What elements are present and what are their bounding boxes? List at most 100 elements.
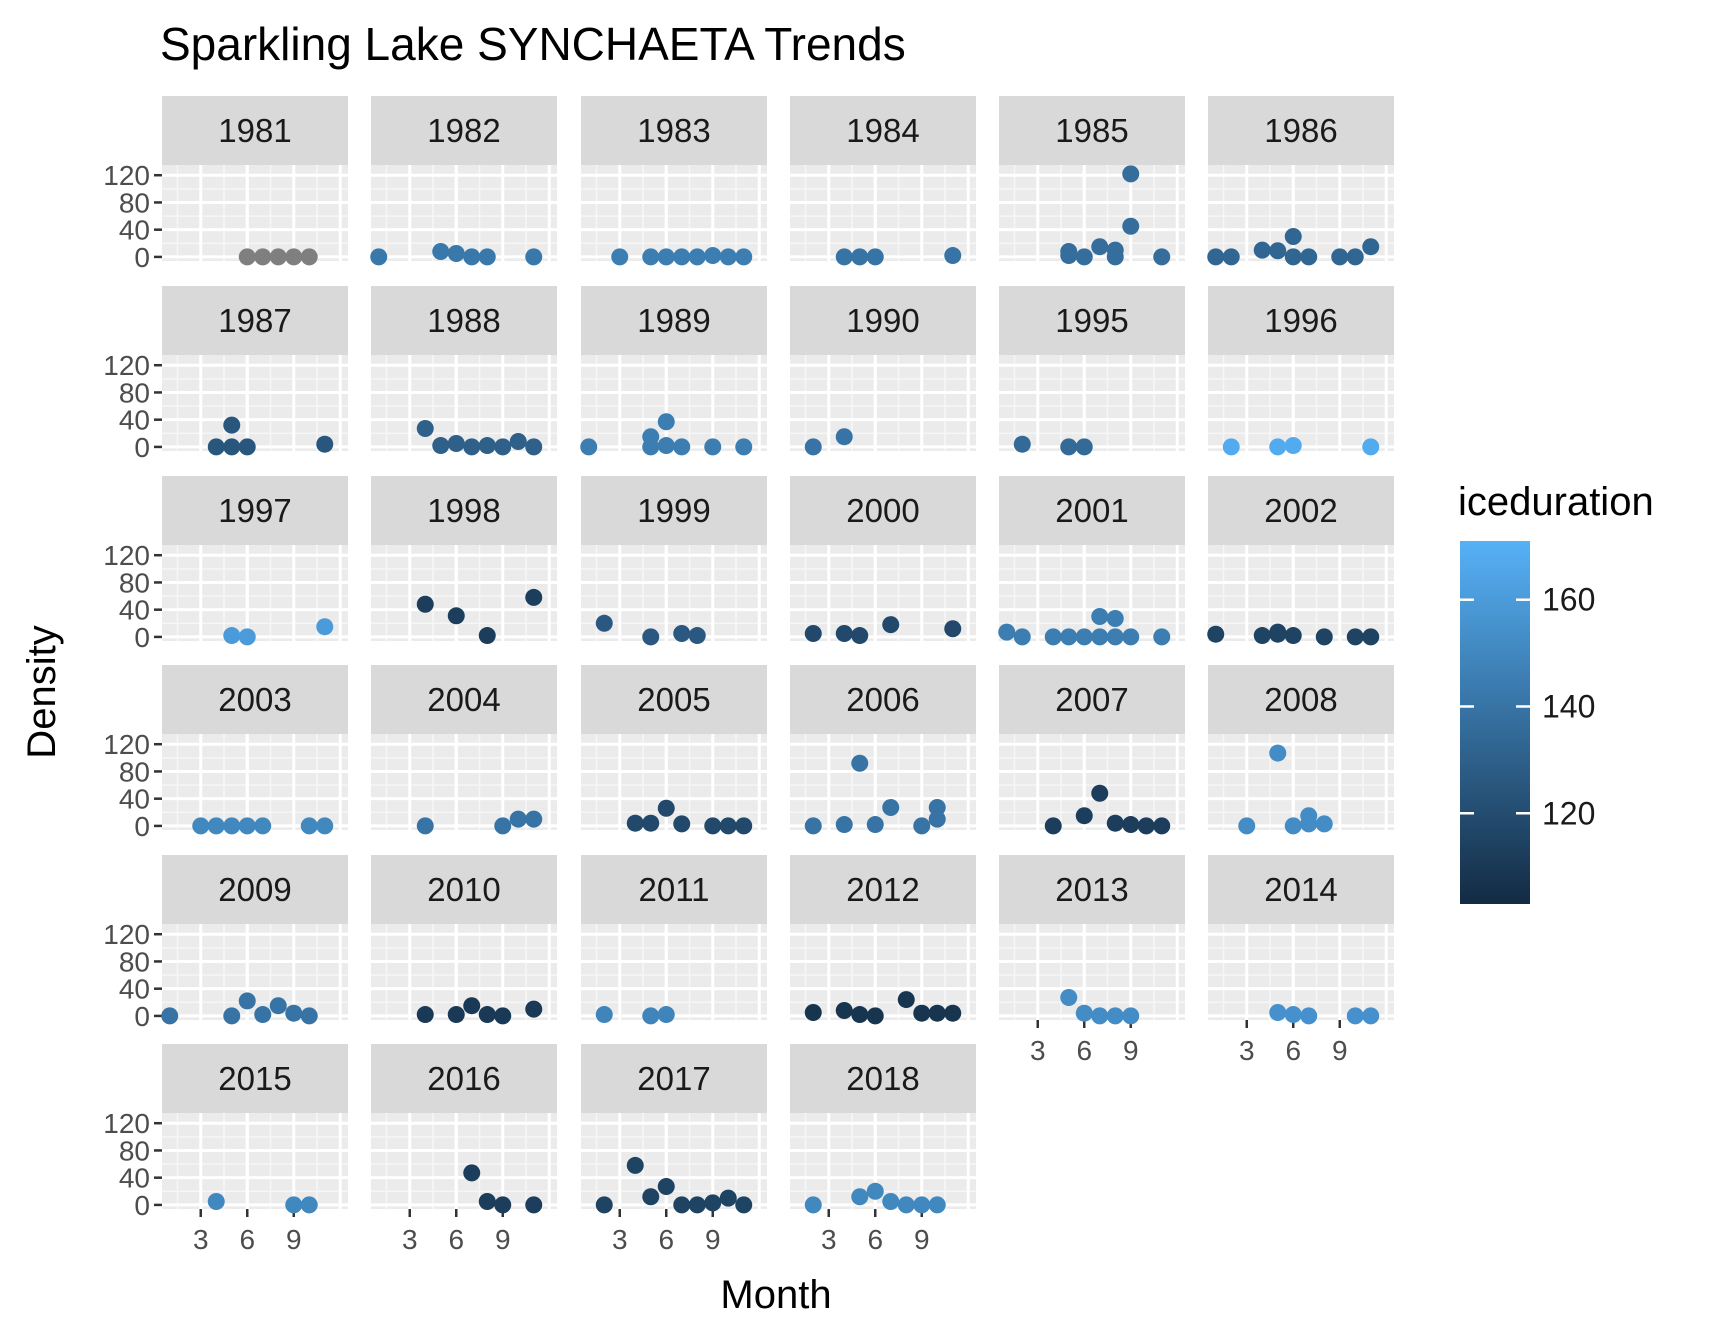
data-points	[595, 614, 706, 646]
panel-background	[790, 355, 976, 451]
data-point	[254, 248, 272, 266]
data-point	[463, 438, 481, 456]
data-point	[1284, 817, 1302, 835]
panel-grid	[780, 1113, 976, 1209]
data-point	[719, 817, 737, 835]
panel-background	[790, 165, 976, 261]
data-point	[835, 816, 853, 834]
data-points	[416, 997, 543, 1025]
panel-grid	[571, 545, 767, 641]
data-point	[285, 1196, 303, 1214]
data-point	[1106, 628, 1124, 646]
data-point	[998, 623, 1016, 641]
data-points	[207, 416, 334, 456]
data-point	[1300, 248, 1318, 266]
x-tick-label: 6	[1285, 1035, 1301, 1066]
data-point	[432, 242, 450, 260]
data-point	[223, 817, 241, 835]
panel-grid	[361, 1113, 557, 1209]
data-point	[1091, 628, 1109, 646]
panel-background	[581, 734, 767, 830]
data-point	[1346, 628, 1364, 646]
facet-strip	[581, 476, 767, 545]
data-point	[642, 1188, 660, 1206]
facet-strip	[581, 665, 767, 734]
facet-strip-label: 2011	[639, 871, 710, 908]
data-point	[1284, 437, 1302, 455]
facet-strip-label: 2014	[1264, 871, 1337, 908]
facet-strip	[162, 1044, 348, 1113]
panel-background	[790, 734, 976, 830]
data-point	[626, 1156, 644, 1174]
data-point	[642, 1007, 660, 1025]
data-point	[735, 438, 753, 456]
data-point	[835, 428, 853, 446]
data-point	[1091, 238, 1109, 256]
data-point	[1091, 1007, 1109, 1025]
data-points	[595, 1006, 675, 1025]
data-point	[1075, 248, 1093, 266]
data-point	[1075, 807, 1093, 825]
data-point	[719, 1189, 737, 1207]
data-point	[316, 618, 334, 636]
data-points	[1044, 784, 1171, 835]
data-points	[804, 991, 962, 1025]
data-point	[525, 1196, 543, 1214]
facet-panel-1983: 1983	[571, 96, 767, 266]
data-point	[688, 627, 706, 645]
data-point	[416, 595, 434, 613]
data-point	[316, 435, 334, 453]
facet-strip-label: 2017	[637, 1060, 710, 1097]
data-point	[851, 754, 869, 772]
data-points	[1238, 744, 1333, 835]
panel-grid	[780, 165, 976, 261]
data-point	[285, 248, 303, 266]
data-point	[1091, 784, 1109, 802]
panel-grid	[361, 545, 557, 641]
data-point	[913, 1196, 931, 1214]
data-points	[626, 799, 753, 835]
facet-strip	[1208, 96, 1394, 165]
panel-background	[999, 924, 1185, 1020]
data-point	[704, 438, 722, 456]
facet-strip	[999, 665, 1185, 734]
panel-background	[581, 1113, 767, 1209]
data-point	[1060, 989, 1078, 1007]
y-tick-label: 120	[103, 729, 150, 760]
data-points	[804, 428, 853, 456]
y-tick-label: 120	[103, 1108, 150, 1139]
data-point	[719, 248, 737, 266]
data-point	[928, 1196, 946, 1214]
data-point	[1315, 815, 1333, 833]
data-point	[1060, 247, 1078, 265]
x-tick-label: 3	[402, 1224, 418, 1255]
data-point	[595, 1006, 613, 1024]
x-tick-label: 9	[495, 1224, 511, 1255]
panel-grid	[152, 355, 348, 451]
facet-strip-label: 2012	[846, 871, 919, 908]
facet-panel-2007: 2007	[989, 665, 1185, 835]
data-point	[494, 1196, 512, 1214]
y-tick-label: 120	[103, 540, 150, 571]
facet-strip	[371, 1044, 557, 1113]
data-point	[269, 248, 287, 266]
panel-grid	[152, 545, 348, 641]
y-tick-label: 80	[119, 377, 150, 408]
facet-panel-2010: 2010	[361, 855, 557, 1025]
x-tick-label: 6	[1076, 1035, 1092, 1066]
panel-background	[1208, 924, 1394, 1020]
data-point	[1269, 625, 1287, 643]
data-point	[735, 1196, 753, 1214]
data-point	[1222, 438, 1240, 456]
data-points	[416, 420, 543, 456]
data-point	[1153, 248, 1171, 266]
data-point	[525, 810, 543, 828]
panel-background	[162, 734, 348, 830]
data-point	[673, 1196, 691, 1214]
panel-background	[371, 165, 557, 261]
data-point	[1137, 817, 1155, 835]
